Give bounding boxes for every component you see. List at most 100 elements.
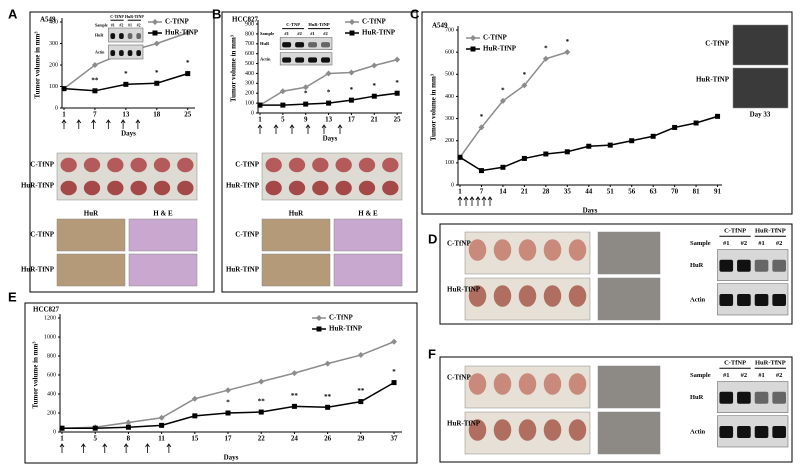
- x-tick-label: 21: [521, 188, 529, 196]
- tumor: [265, 180, 282, 196]
- marker: [586, 143, 592, 149]
- x-tick-label: 1: [62, 111, 66, 119]
- marker: [348, 69, 355, 76]
- legend-label: C-TfNP: [165, 18, 189, 26]
- y-tick-label: 200: [245, 91, 254, 97]
- blot-band: [719, 294, 734, 307]
- tumor-photo: [261, 152, 403, 201]
- panel-f-frame: [439, 356, 793, 463]
- blot-band: [136, 33, 141, 40]
- y-tick-label: 500: [245, 61, 254, 67]
- histology-row-label: C-TfNP: [235, 231, 259, 239]
- blot-group: HuR-TfNP: [755, 359, 786, 366]
- marker: [152, 19, 158, 25]
- blot-lane: #1: [128, 22, 132, 27]
- marker: [326, 100, 332, 106]
- treatment-arrow: [59, 443, 65, 453]
- x-tick-label: 15: [191, 435, 199, 443]
- y-tick-label: 500: [445, 72, 454, 78]
- significance-mark: **: [324, 393, 332, 401]
- y-tick-label: 0: [53, 429, 56, 435]
- legend-label: HuR-TfNP: [165, 29, 199, 37]
- marker: [185, 71, 191, 77]
- marker: [123, 81, 129, 87]
- panel-e-frame: [24, 302, 418, 464]
- blot-band: [119, 33, 124, 40]
- histology-column: H & E: [153, 210, 173, 218]
- tumor: [288, 180, 306, 196]
- marker: [258, 409, 264, 415]
- marker: [349, 19, 355, 25]
- histology-image: [128, 218, 198, 252]
- x-tick-label: 17: [225, 435, 233, 443]
- tumor: [288, 157, 306, 173]
- marker: [457, 154, 463, 160]
- significance-mark: *: [392, 368, 396, 376]
- y-tick-label: 1200: [44, 315, 56, 321]
- x-tick-label: 44: [585, 188, 593, 196]
- panel-c-frame: [421, 11, 793, 215]
- marker: [693, 120, 699, 126]
- histology-image: [261, 253, 331, 287]
- blot-lane: #1: [284, 31, 289, 36]
- marker: [225, 410, 231, 416]
- panel-letter: D: [428, 231, 437, 246]
- blot-band: [119, 50, 124, 57]
- blot-band: [719, 259, 734, 272]
- treatment-arrow: [257, 124, 263, 134]
- x-tick-label: 13: [122, 111, 130, 119]
- y-tick-label: 200: [445, 138, 454, 144]
- blot-strip: [108, 44, 144, 60]
- y-tick-label: 300: [445, 116, 454, 122]
- marker: [349, 30, 355, 36]
- y-axis-label: Tumor volume in mm³: [34, 32, 42, 99]
- blot-lane: #1: [758, 240, 765, 247]
- marker: [61, 86, 67, 92]
- imaging-photo: [732, 67, 789, 109]
- significance-mark: *: [327, 89, 331, 97]
- tumor: [493, 373, 512, 395]
- significance-mark: *: [501, 86, 505, 94]
- image-day: Day 33: [750, 111, 771, 119]
- significance-mark: *: [523, 71, 527, 79]
- histology-image: [56, 218, 126, 252]
- histology-image: [128, 253, 198, 287]
- blot-row: Actin: [95, 49, 105, 54]
- photo-row-label: C-TfNP: [447, 240, 471, 248]
- tumor: [153, 180, 171, 196]
- treatment-arrow: [463, 196, 469, 206]
- marker: [357, 352, 364, 359]
- blot-band: [282, 42, 292, 48]
- panel-a-frame: [29, 11, 215, 293]
- marker: [225, 387, 232, 394]
- marker: [564, 149, 570, 155]
- blot-lane: #2: [323, 31, 328, 36]
- tumor: [493, 285, 512, 307]
- chart-title: HCC827: [232, 16, 259, 24]
- histology-row-label: HuR-TfNP: [226, 266, 260, 274]
- tumor: [83, 157, 101, 173]
- blot-band: [295, 57, 305, 63]
- y-tick-label: 600: [245, 51, 254, 57]
- x-tick-label: 1: [458, 188, 462, 196]
- x-axis-label: Days: [323, 135, 338, 143]
- treatment-arrow: [135, 119, 141, 129]
- significance-mark: *: [373, 82, 377, 90]
- marker: [59, 425, 65, 431]
- blot-sample: Sample: [690, 372, 711, 379]
- blot-lane: #1: [723, 372, 730, 379]
- marker: [607, 142, 613, 148]
- chart-title: A549: [40, 16, 56, 24]
- marker: [152, 30, 158, 36]
- treatment-arrow: [91, 119, 96, 129]
- panel-d-frame: [439, 223, 793, 325]
- x-tick-label: 8: [127, 435, 131, 443]
- y-tick-label: 600: [445, 50, 454, 56]
- y-tick-label: 200: [47, 410, 56, 416]
- marker: [371, 93, 377, 99]
- blot-sample: Sample: [260, 31, 274, 36]
- blot-band: [321, 42, 330, 48]
- panel-letter: A: [8, 6, 18, 21]
- blot-lane: #1: [723, 240, 730, 247]
- blot-lane: #1: [111, 22, 115, 27]
